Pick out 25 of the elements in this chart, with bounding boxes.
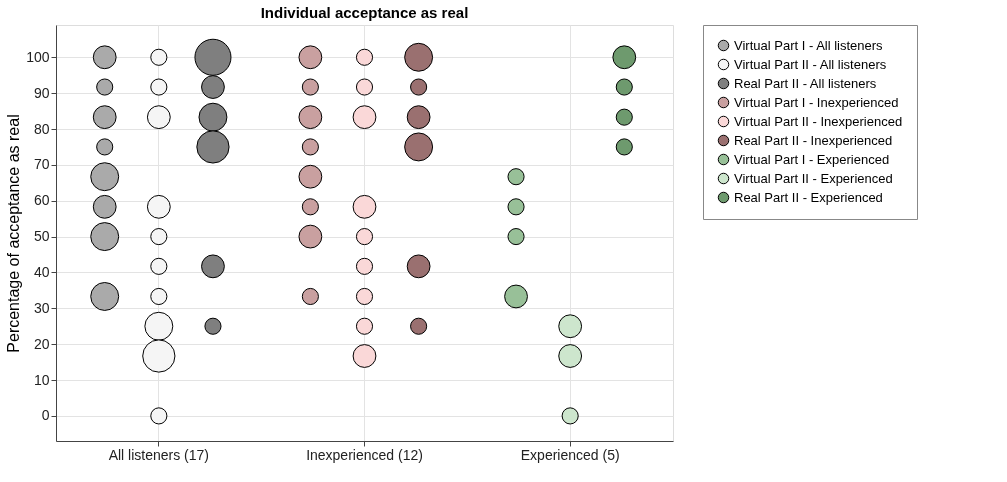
y-tick-label: 90 <box>33 84 50 101</box>
legend-label: Virtual Part II - Experienced <box>734 170 893 186</box>
legend-label: Virtual Part II - All listeners <box>734 56 887 72</box>
x-tick-label: All listeners (17) <box>108 446 210 463</box>
x-tick-label: Inexperienced (12) <box>306 446 423 463</box>
y-tick-label: 10 <box>33 371 50 388</box>
y-tick-label: 20 <box>33 335 50 352</box>
y-axis-title: Percentage of acceptance as real <box>5 114 23 353</box>
legend-label: Real Part II - All listeners <box>734 75 877 91</box>
y-tick-label: 80 <box>33 120 50 137</box>
legend-label: Virtual Part I - Inexperienced <box>734 94 899 110</box>
y-tick-label: 60 <box>33 192 50 209</box>
legend-label: Virtual Part II - Inexperienced <box>734 113 903 129</box>
chart-title: Individual acceptance as real <box>260 3 469 21</box>
x-tick-label: Experienced (5) <box>520 446 620 463</box>
legend-label: Real Part II - Inexperienced <box>734 132 893 148</box>
legend-label: Virtual Part I - Experienced <box>734 151 890 167</box>
y-tick-label: 40 <box>33 263 50 280</box>
legend-label: Virtual Part I - All listeners <box>734 37 884 53</box>
y-tick-label: 30 <box>33 299 50 316</box>
y-tick-label: 0 <box>41 407 50 424</box>
y-tick-label: 100 <box>26 48 50 65</box>
y-tick-label: 50 <box>33 228 50 245</box>
legend-label: Real Part II - Experienced <box>734 189 883 205</box>
y-tick-label: 70 <box>33 156 50 173</box>
